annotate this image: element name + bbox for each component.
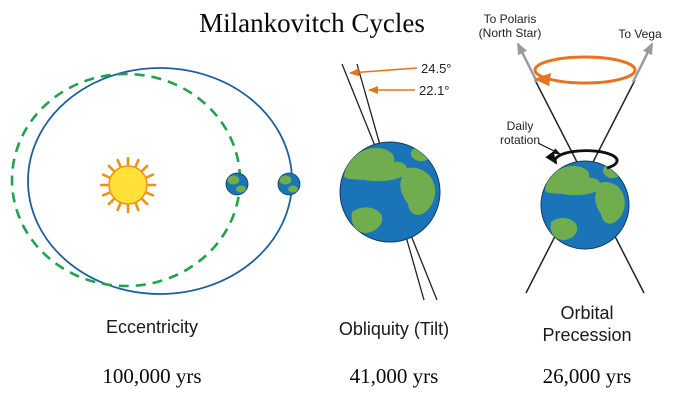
earth-icon-small-2 [277,172,301,196]
angle-arrow-24-5 [349,67,418,77]
sun-disc [108,165,148,205]
polaris-arrow [516,42,539,83]
angle-arrows [349,67,418,94]
earth-globe-obliquity [339,141,441,243]
precession-label-line2: Precession [542,325,632,345]
sun-icon [99,156,157,214]
precession-label-line1: Orbital [560,303,614,323]
sun-rays [99,156,157,214]
to-polaris-label: To Polaris (North Star) [479,12,542,40]
to-polaris-line2: (North Star) [478,26,542,40]
vega-arrow [631,42,654,83]
angle-label-24-5: 24.5° [421,61,452,76]
obliquity-label: Obliquity (Tilt) [338,319,450,339]
precession-circle-arrow [533,55,637,86]
eccentricity-label: Eccentricity [105,317,199,337]
daily-rotation-arrow [545,149,619,170]
precession-label: Orbital Precession [542,302,631,346]
precession-period: 26,000 yrs [542,364,632,388]
angle-label-22-1: 22.1° [419,83,450,98]
eccentricity-period: 100,000 yrs [102,364,202,388]
daily-rotation-line2: rotation [499,133,541,147]
daily-rotation-line1: Daily [506,119,534,133]
obliquity-period: 41,000 yrs [349,364,439,388]
daily-rotation-label: Daily rotation [500,119,540,147]
diagram-title: Milankovitch Cycles [199,8,425,38]
daily-rotation-pointer [537,142,561,155]
to-vega-label: To Vega [618,27,662,41]
to-polaris-line1: To Polaris [483,12,537,26]
earth-globe-precession [540,160,630,250]
orbit-solid-ellipse [27,67,293,295]
earth-icon-small-1 [225,172,249,196]
